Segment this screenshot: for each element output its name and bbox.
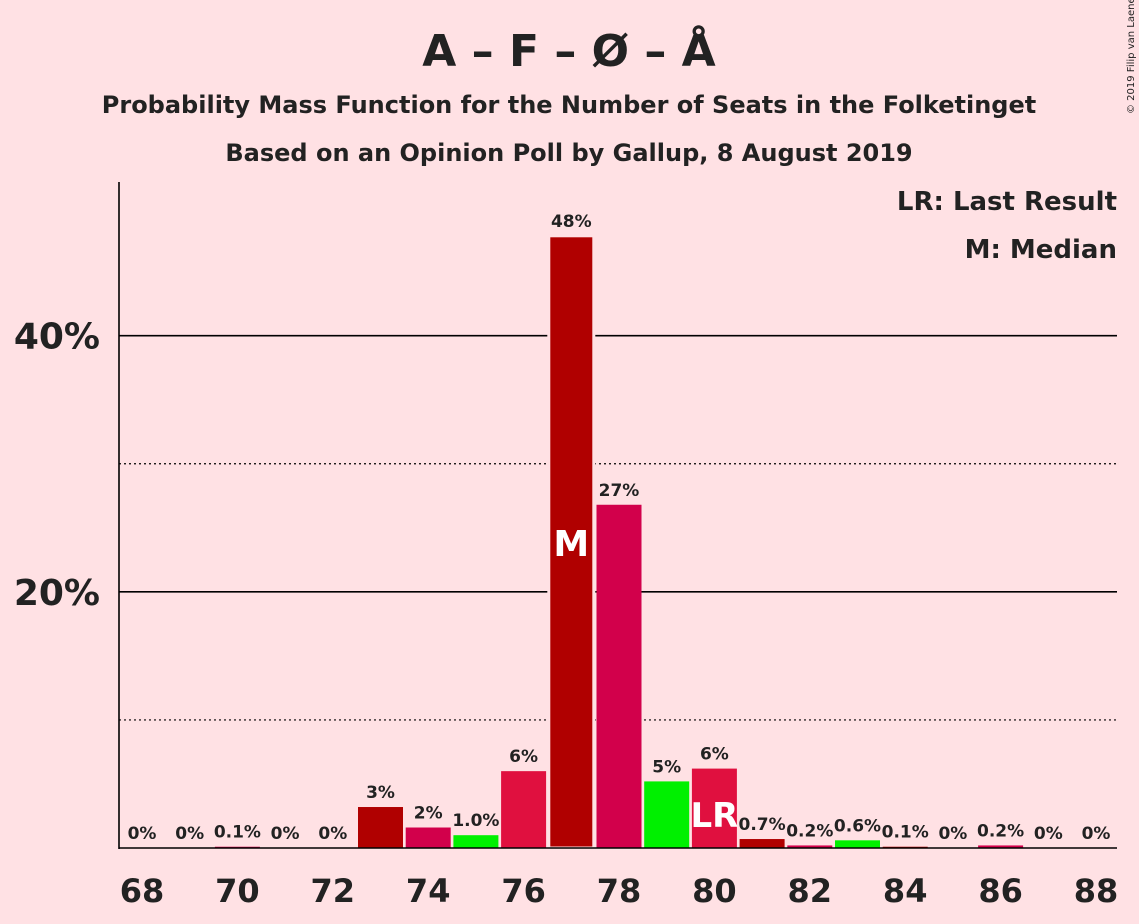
bar-label-82: 0.2% bbox=[786, 821, 833, 841]
bar-label-69: 0% bbox=[175, 824, 204, 844]
bar-label-76: 6% bbox=[509, 747, 538, 767]
x-tick-70: 70 bbox=[215, 872, 260, 910]
x-tick-78: 78 bbox=[597, 872, 642, 910]
bar-label-68: 0% bbox=[128, 824, 157, 844]
bar-label-79: 5% bbox=[652, 757, 681, 777]
bar-75 bbox=[453, 835, 499, 848]
bar-78 bbox=[596, 504, 642, 848]
bar-label-71: 0% bbox=[271, 824, 300, 844]
copyright-text: © 2019 Filip van Laenen bbox=[1126, 0, 1137, 114]
bar-label-72: 0% bbox=[318, 824, 347, 844]
x-tick-86: 86 bbox=[978, 872, 1023, 910]
bar-86 bbox=[978, 845, 1024, 848]
bar-label-85: 0% bbox=[938, 824, 967, 844]
axes bbox=[118, 182, 1117, 849]
tick-labels: 68 70 72 74 76 78 80 82 84 86 88 20% 40% bbox=[14, 317, 1118, 910]
bar-77 bbox=[547, 234, 596, 850]
bar-label-86: 0.2% bbox=[977, 821, 1024, 841]
bar-label-80: 6% bbox=[700, 745, 729, 765]
bar-74 bbox=[405, 827, 451, 848]
chart-subtitle-1: Probability Mass Function for the Number… bbox=[102, 91, 1036, 119]
bar-label-84: 0.1% bbox=[882, 823, 929, 843]
legend-last-result: LR: Last Result bbox=[897, 187, 1117, 217]
chart-subtitle-2: Based on an Opinion Poll by Gallup, 8 Au… bbox=[225, 139, 912, 167]
y-tick-40: 40% bbox=[14, 317, 100, 358]
x-tick-80: 80 bbox=[692, 872, 737, 910]
bar-label-75: 1.0% bbox=[452, 811, 499, 831]
bar-82 bbox=[787, 845, 833, 848]
y-tick-20: 20% bbox=[14, 573, 100, 614]
bar-label-78: 27% bbox=[599, 481, 640, 501]
bar-80 bbox=[691, 768, 737, 848]
x-tick-84: 84 bbox=[883, 872, 928, 910]
x-tick-88: 88 bbox=[1074, 872, 1119, 910]
bar-label-83: 0.6% bbox=[834, 816, 881, 836]
x-tick-76: 76 bbox=[501, 872, 546, 910]
bar-label-70: 0.1% bbox=[214, 823, 261, 843]
bar-labels: 0% 0% 0.1% 0% 0%3%2% 1.0%6%48%M27%5%6%LR 0.7% 0… bbox=[128, 212, 1111, 844]
x-tick-82: 82 bbox=[788, 872, 833, 910]
bar-79 bbox=[644, 781, 690, 848]
x-tick-72: 72 bbox=[311, 872, 356, 910]
bar-label-88: 0% bbox=[1082, 824, 1111, 844]
bar-label-81: 0.7% bbox=[739, 815, 786, 835]
bar-label-74: 2% bbox=[414, 804, 443, 824]
chart-title: A – F – Ø – Å bbox=[422, 24, 715, 77]
median-marker: M bbox=[553, 524, 589, 565]
x-tick-68: 68 bbox=[120, 872, 165, 910]
bar-label-77: 48% bbox=[551, 212, 592, 232]
last-result-marker: LR bbox=[690, 796, 738, 836]
bar-73 bbox=[358, 807, 403, 848]
bar-81 bbox=[739, 839, 785, 848]
bar-83 bbox=[835, 840, 880, 848]
bars bbox=[214, 234, 1024, 850]
x-tick-74: 74 bbox=[406, 872, 451, 910]
bar-76 bbox=[501, 771, 547, 848]
bar-label-87: 0% bbox=[1034, 824, 1063, 844]
bar-label-73: 3% bbox=[366, 783, 395, 803]
legend-median: M: Median bbox=[965, 235, 1117, 265]
